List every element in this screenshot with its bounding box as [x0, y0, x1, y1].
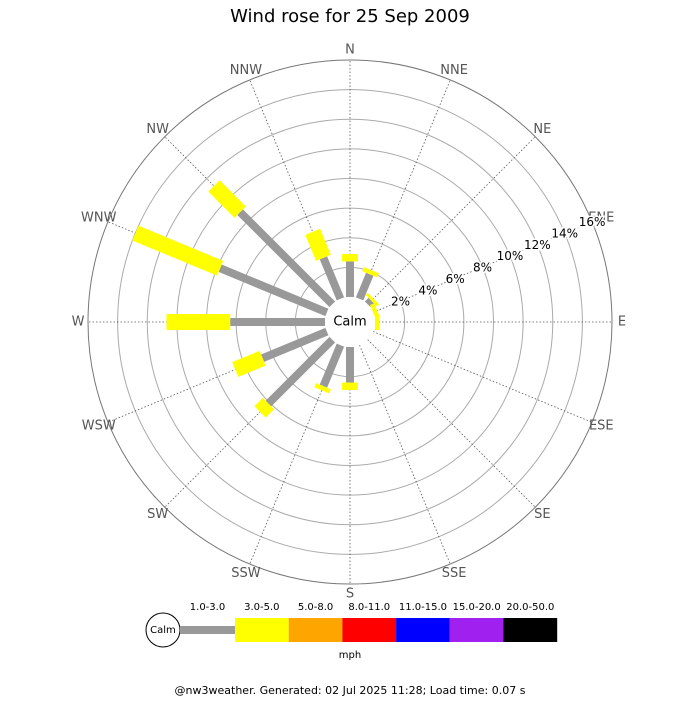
legend-unit: mph [339, 650, 361, 661]
bar-segment [305, 228, 331, 261]
legend-swatch [503, 618, 558, 642]
legend-swatch [396, 618, 450, 642]
r-tick-label: 14% [551, 227, 578, 241]
bar-segment [218, 264, 329, 317]
bar-segment [365, 292, 380, 307]
bar-segment [355, 272, 374, 301]
direction-label: N [345, 43, 355, 58]
r-tick-label: 10% [497, 249, 524, 263]
bar-segment [319, 256, 345, 301]
bar-segment [370, 303, 381, 320]
direction-label: E [618, 315, 626, 330]
legend-swatch [180, 626, 235, 634]
bar-segment [362, 267, 379, 278]
r-tick-label: 2% [391, 295, 410, 309]
r-tick-label: 4% [418, 283, 437, 297]
direction-label: NE [533, 122, 551, 137]
calm-circle [325, 297, 375, 347]
legend-label: 11.0-15.0 [399, 602, 447, 613]
direction-label: S [346, 587, 354, 602]
legend-label: 5.0-8.0 [298, 602, 333, 613]
r-tick-label: 16% [579, 215, 606, 229]
direction-label: WSW [82, 419, 116, 434]
direction-label: NNE [440, 63, 468, 78]
spoke [359, 79, 451, 300]
legend-label: 3.0-5.0 [244, 602, 279, 613]
bar-segment [208, 180, 246, 218]
direction-label: ESE [589, 419, 614, 434]
direction-label: NW [146, 122, 169, 137]
bar-segment [254, 397, 275, 418]
bar-segment [364, 297, 375, 308]
legend-swatch [235, 618, 289, 642]
bar-segment [319, 343, 345, 388]
bar-segment [232, 350, 266, 377]
spoke [367, 136, 536, 305]
spoke [367, 339, 536, 508]
direction-label: SSE [442, 566, 467, 581]
grid-ring [146, 118, 554, 526]
legend-swatch [342, 618, 397, 642]
direction-label: W [72, 315, 85, 330]
legend-label: 20.0-50.0 [506, 602, 554, 613]
r-tick-label: 8% [473, 261, 492, 275]
calm-label: Calm [333, 315, 366, 330]
direction-label: SW [147, 507, 168, 522]
spoke [372, 221, 593, 313]
r-tick-label: 12% [524, 238, 551, 252]
spoke [372, 331, 593, 423]
direction-label: WNW [81, 210, 117, 225]
direction-label: SSW [231, 566, 261, 581]
r-tick-label: 6% [446, 272, 465, 286]
legend-label: 1.0-3.0 [190, 602, 225, 613]
bar-segment [314, 383, 331, 394]
legend-swatch [449, 618, 504, 642]
bar-segment [265, 336, 336, 407]
chart-title: Wind rose for 25 Sep 2009 [230, 6, 470, 27]
direction-label: SE [534, 507, 550, 522]
legend-label: 15.0-20.0 [453, 602, 501, 613]
bar-segment [132, 225, 224, 276]
grid-ring [87, 59, 613, 585]
direction-label: ENE [588, 210, 614, 225]
bar-segment [261, 327, 329, 362]
spoke [359, 344, 451, 565]
direction-label: NNW [230, 63, 262, 78]
legend-swatch [288, 618, 343, 642]
legend-label: 8.0-11.0 [348, 602, 390, 613]
legend-calm-label: Calm [150, 625, 176, 636]
bar-segment [237, 209, 336, 308]
footer: @nw3weather. Generated: 02 Jul 2025 11:2… [175, 684, 526, 697]
